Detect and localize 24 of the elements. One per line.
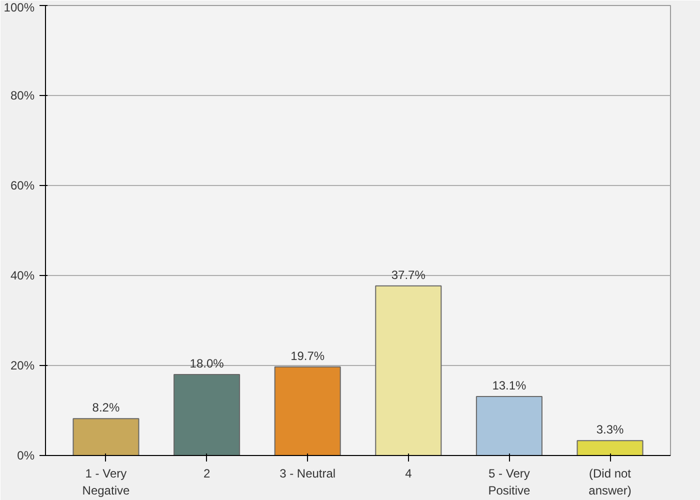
x-tick-label: 3 - Neutral — [280, 466, 336, 480]
y-tick-label: 60% — [10, 178, 35, 192]
bar — [72, 418, 140, 456]
data-label: 19.7% — [290, 348, 325, 363]
x-tick-label: (Did not answer) — [588, 466, 632, 498]
y-tick-label: 0% — [17, 448, 35, 462]
bar — [375, 285, 442, 456]
x-tick-label: 1 - Very Negative — [82, 466, 130, 498]
x-tick-label: 4 — [405, 466, 412, 480]
bar — [274, 366, 341, 456]
data-label: 18.0% — [190, 356, 224, 370]
bar — [476, 396, 542, 456]
data-label: 3.3% — [596, 422, 624, 437]
y-tick-label: 40% — [10, 268, 35, 282]
data-label: 13.1% — [492, 378, 527, 393]
data-label: 37.7% — [391, 268, 426, 282]
y-tick-label: 100% — [4, 0, 35, 14]
bar — [174, 374, 240, 456]
y-tick-label: 80% — [10, 88, 35, 102]
bar — [576, 440, 644, 456]
x-tick-label: 2 — [203, 466, 210, 480]
y-tick-label: 20% — [10, 358, 35, 372]
x-tick-label: 5 - Very Positive — [488, 466, 531, 498]
data-label: 8.2% — [92, 400, 120, 415]
